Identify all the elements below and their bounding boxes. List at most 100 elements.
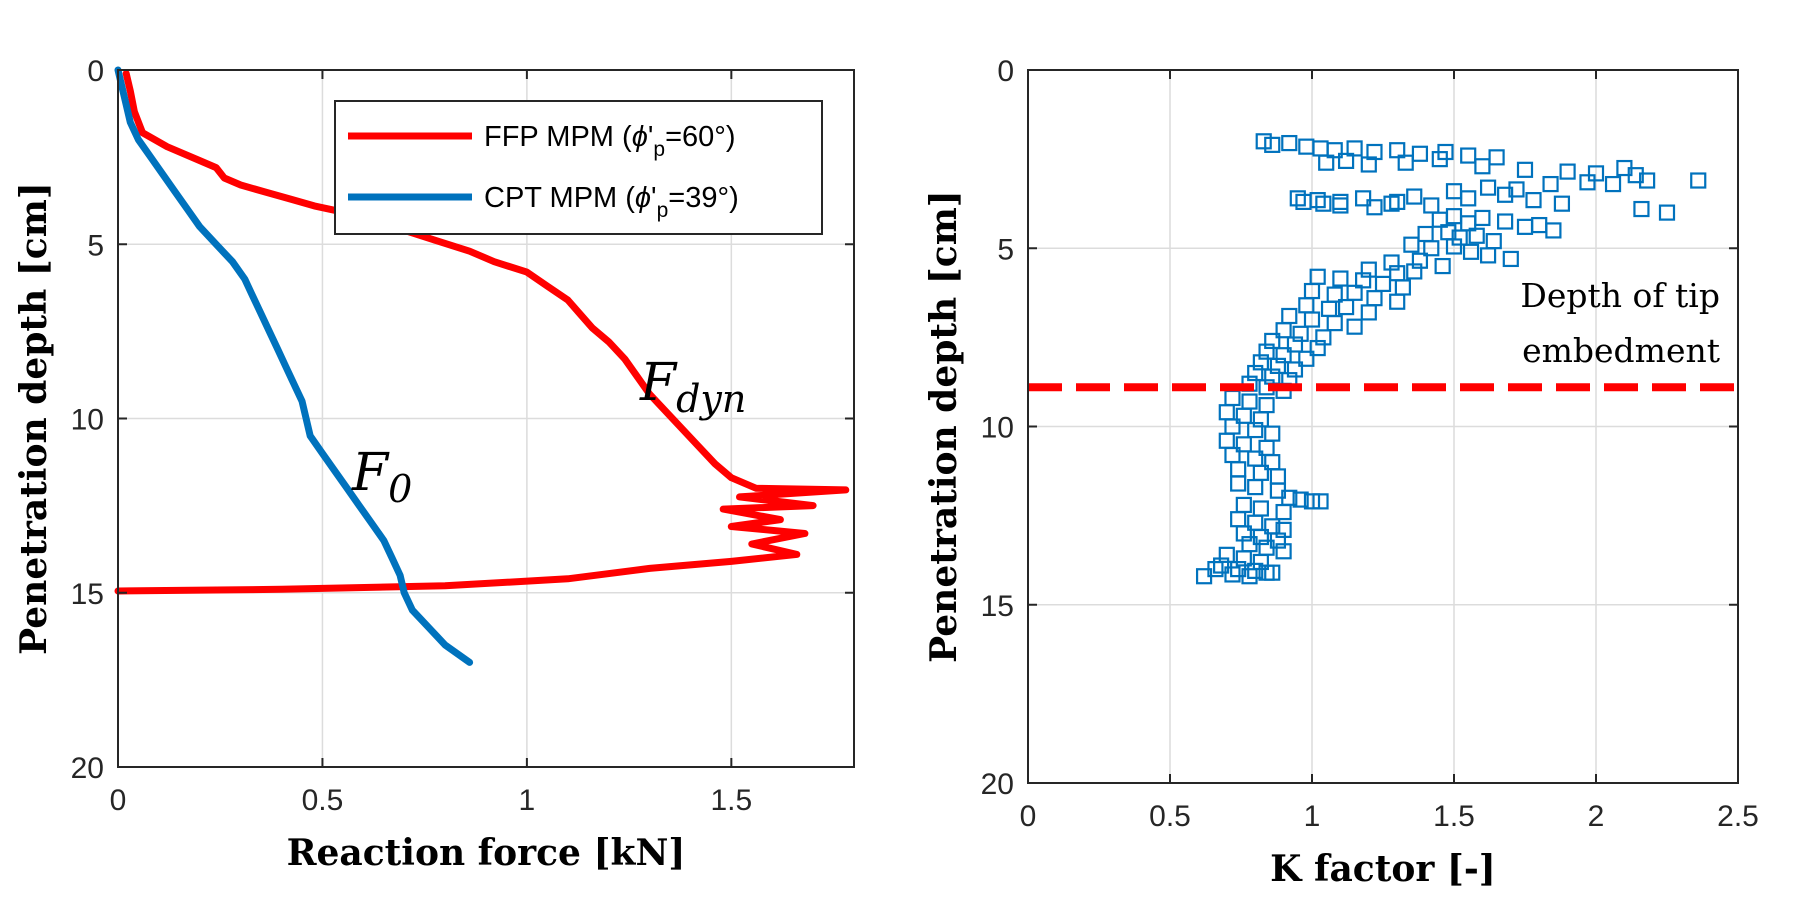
scatter-point [1258, 564, 1275, 581]
scatter-point [1423, 240, 1440, 257]
scatter-point [1241, 393, 1258, 410]
scatter-point [1516, 218, 1534, 235]
scatter-point [1559, 163, 1576, 180]
scatter-point [1309, 192, 1326, 209]
scatter-point [1497, 186, 1514, 203]
scatter-point [1542, 175, 1559, 193]
scatter-point [1241, 568, 1258, 585]
scatter-point [1258, 397, 1275, 414]
scatter-point [1474, 209, 1491, 227]
scatter-point [1423, 197, 1440, 214]
right-series [1195, 133, 1707, 585]
scatter-point [1346, 140, 1363, 157]
right-y-tick-label: 0 [997, 55, 1014, 88]
right-x-tick-label: 1 [1304, 800, 1321, 833]
scatter-point [1230, 511, 1247, 528]
annotation-depth-line1: Depth of tip [1520, 276, 1720, 315]
series-line-cpt [114, 66, 474, 666]
left-x-tick-label: 0.5 [302, 784, 344, 817]
scatter-point [1264, 425, 1281, 442]
scatter-point [1531, 216, 1548, 234]
scatter-point [1303, 493, 1321, 510]
scatter-point [1255, 133, 1272, 150]
scatter-point [1553, 195, 1571, 212]
scatter-point [1275, 503, 1292, 521]
right-x-tick-label: 2 [1588, 800, 1605, 833]
right-x-axis-title: K factor [-] [1270, 848, 1496, 890]
scatter-point [1281, 134, 1298, 152]
scatter-point [1230, 475, 1247, 492]
scatter-point [1502, 250, 1519, 268]
scatter-point [1403, 236, 1420, 253]
scatter-point [1326, 142, 1343, 159]
left-y-tick-label: 0 [87, 55, 104, 88]
scatter-point [1298, 138, 1315, 155]
scatter-point [1320, 300, 1338, 317]
scatter-point [1579, 174, 1596, 191]
scatter-point [1337, 152, 1355, 170]
scatter-point [1406, 263, 1423, 280]
right-y-tick-label: 20 [981, 768, 1014, 801]
scatter-point [1269, 468, 1287, 485]
scatter-point [1218, 404, 1235, 421]
scatter-point [1346, 318, 1363, 335]
right-y-axis-title: Penetration depth [cm] [923, 190, 965, 663]
scatter-point [1366, 199, 1383, 216]
scatter-point [1485, 233, 1502, 250]
right-y-tick-label: 5 [997, 233, 1014, 266]
scatter-point [1332, 270, 1349, 287]
scatter-point [1360, 261, 1377, 278]
scatter-point [1298, 350, 1315, 367]
left-x-tick-label: 0 [110, 784, 127, 817]
scatter-point [1315, 329, 1332, 346]
scatter-point [1434, 257, 1451, 275]
scatter-point [1508, 181, 1525, 198]
scatter-point [1312, 493, 1329, 510]
right-x-tick-label: 2.5 [1717, 800, 1759, 833]
annotation-depth-line2: embedment [1522, 331, 1720, 370]
scatter-point [1468, 227, 1485, 244]
scatter-point [1275, 322, 1292, 339]
scatter-point [1497, 213, 1514, 230]
scatter-point [1479, 179, 1497, 196]
scatter-point [1312, 140, 1329, 157]
right-y-tick-label: 10 [981, 412, 1014, 445]
series-line-ffp [114, 70, 850, 595]
chart-force-vs-depth: 0 0.5 1 1.5 0 5 10 15 20 Reaction force [kN] Pen… [13, 55, 855, 874]
scatter-point [1411, 252, 1429, 269]
scatter-point [1224, 566, 1241, 583]
scatter-point [1264, 332, 1281, 350]
scatter-point [1289, 190, 1306, 207]
right-x-tick-label: 0.5 [1149, 800, 1191, 833]
scatter-point [1295, 193, 1312, 211]
scatter-point [1235, 407, 1252, 424]
scatter-point [1264, 368, 1281, 385]
scatter-point [1281, 307, 1298, 325]
scatter-point [1411, 145, 1429, 162]
scatter-point [1332, 197, 1349, 214]
scatter-point [1545, 222, 1562, 239]
scatter-point [1315, 195, 1332, 212]
scatter-point [1374, 275, 1392, 292]
scatter-point [1639, 172, 1656, 189]
scatter-point [1383, 195, 1400, 212]
legend: FFP MPM (ϕ'p=60°) CPT MPM (ϕ'p=39°) [334, 100, 823, 235]
scatter-point [1247, 562, 1264, 579]
legend-entry-ffp: FFP MPM (ϕ'p=60°) [484, 121, 736, 161]
scatter-point [1286, 336, 1304, 353]
scatter-point [1309, 268, 1326, 285]
scatter-point [1394, 279, 1411, 296]
scatter-point [1360, 304, 1377, 321]
scatter-point [1252, 553, 1269, 571]
scatter-point [1488, 149, 1505, 166]
scatter-point [1397, 154, 1414, 171]
scatter-point [1366, 143, 1383, 161]
left-y-tick-label: 15 [71, 578, 104, 611]
scatter-point [1587, 165, 1605, 182]
scatter-point [1417, 225, 1434, 243]
legend-entry-cpt: CPT MPM (ϕ'p=39°) [484, 182, 739, 222]
scatter-point [1275, 543, 1292, 560]
scatter-point [1627, 167, 1644, 184]
scatter-point [1658, 204, 1676, 221]
scatter-point [1235, 496, 1252, 514]
